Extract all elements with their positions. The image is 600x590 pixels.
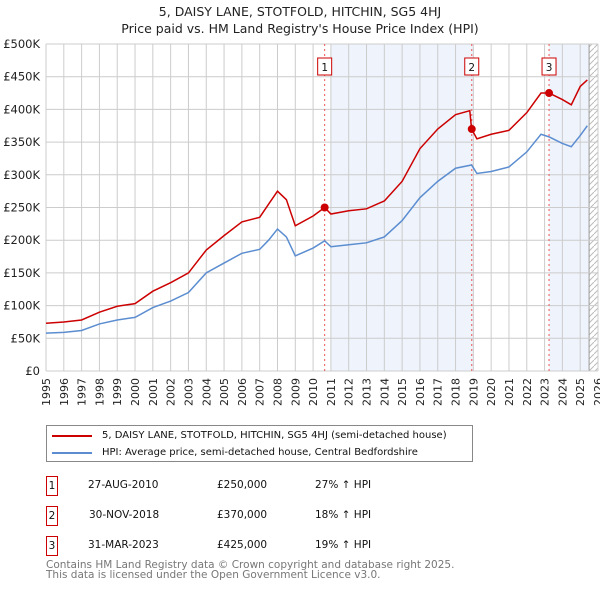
legend-swatch-property	[52, 434, 92, 437]
transaction-price: £425,000	[217, 539, 268, 551]
x-tick-label: 2003	[182, 378, 195, 406]
transaction-marker: 2	[46, 506, 58, 526]
x-tick-label: 2022	[521, 378, 534, 406]
x-tick-label: 2019	[467, 378, 480, 406]
y-tick-label: £50K	[11, 331, 41, 345]
chart-title: 5, DAISY LANE, STOTFOLD, HITCHIN, SG5 4H…	[158, 4, 442, 19]
legend: 5, DAISY LANE, STOTFOLD, HITCHIN, SG5 4H…	[46, 425, 473, 462]
legend-swatch-hpi	[52, 451, 92, 454]
x-tick-label: 2020	[485, 378, 498, 406]
chart-subtitle: Price paid vs. HM Land Registry's House …	[121, 21, 479, 36]
y-tick-label: £300K	[3, 168, 40, 182]
x-tick-label: 2011	[325, 378, 338, 406]
transaction-price: £250,000	[217, 479, 268, 491]
sale-label: 2	[468, 62, 475, 74]
x-tick-label: 1996	[58, 378, 71, 406]
footer-copyright: Contains HM Land Registry data © Crown c…	[46, 559, 455, 571]
sale-point	[320, 203, 329, 212]
sale-label-box: 2	[464, 57, 480, 76]
footer: Contains HM Land Registry data © Crown c…	[46, 559, 455, 581]
x-tick-label: 2009	[289, 378, 302, 406]
price-chart: 1995 1996 1997 1998 1999 2000 2001 2002 2003 2004…	[3, 37, 600, 406]
hpi-line	[45, 125, 588, 334]
y-tick-label: £150K	[3, 266, 40, 280]
transaction-date: 27-AUG-2010	[88, 479, 159, 491]
sale-point	[545, 89, 554, 98]
transaction-date: 31-MAR-2023	[88, 539, 159, 551]
y-tick-label: £0	[25, 364, 40, 378]
sale-label: 3	[546, 62, 553, 74]
y-tick-label: £200K	[3, 233, 40, 247]
sale-label-box: 1	[317, 57, 333, 76]
sale-label-border	[317, 57, 333, 76]
x-tick-label: 2025	[574, 378, 587, 406]
x-tick-label: 2012	[343, 378, 356, 406]
x-tick-label: 2010	[307, 378, 320, 406]
transaction-hpi: 18% ↑ HPI	[315, 509, 372, 521]
transaction-hpi: 19% ↑ HPI	[315, 539, 372, 551]
x-tick-label: 2000	[129, 378, 142, 406]
legend-label-hpi: HPI: Average price, semi-detached house,…	[102, 447, 418, 458]
x-tick-label: 2026	[592, 378, 600, 406]
x-tick-label: 1995	[40, 378, 53, 406]
y-tick-label: £500K	[3, 37, 40, 51]
y-tick-label: £450K	[3, 70, 40, 84]
transaction-date: 30-NOV-2018	[89, 509, 160, 521]
x-tick-label: 2023	[539, 378, 552, 406]
sale-label: 1	[321, 62, 328, 74]
x-tick-label: 1998	[93, 378, 106, 406]
y-tick-label: £250K	[3, 201, 40, 215]
x-tick-label: 2018	[450, 378, 463, 406]
property-price-line	[45, 79, 588, 325]
footer-licence: This data is licensed under the Open Gov…	[46, 569, 381, 581]
sale-label-border	[541, 57, 557, 76]
transaction-price: £370,000	[217, 509, 268, 521]
x-tick-label: 2024	[556, 378, 569, 406]
transaction-hpi: 27% ↑ HPI	[315, 479, 372, 491]
legend-label-property: 5, DAISY LANE, STOTFOLD, HITCHIN, SG5 4H…	[102, 430, 447, 441]
y-tick-label: £350K	[3, 135, 40, 149]
y-tick-label: £400K	[3, 102, 40, 116]
x-tick-label: 2006	[236, 378, 249, 406]
x-tick-label: 2021	[503, 378, 516, 406]
x-tick-label: 1997	[76, 378, 89, 406]
x-tick-label: 2007	[254, 378, 267, 406]
sale-label-border	[464, 57, 480, 76]
sale-point	[467, 125, 476, 134]
x-tick-label: 2001	[147, 378, 160, 406]
transaction-marker: 1	[46, 476, 58, 496]
x-tick-label: 2016	[414, 378, 427, 406]
x-tick-label: 1999	[111, 378, 124, 406]
sale-label-box: 3	[541, 57, 557, 76]
x-tick-label: 2008	[271, 378, 284, 406]
x-tick-label: 2013	[361, 378, 374, 406]
x-tick-label: 2014	[378, 378, 391, 406]
y-tick-label: £100K	[3, 299, 40, 313]
x-tick-label: 2015	[396, 378, 409, 406]
x-tick-label: 2005	[218, 378, 231, 406]
x-tick-label: 2002	[165, 378, 178, 406]
transaction-marker: 3	[46, 536, 58, 556]
x-tick-label: 2004	[200, 378, 213, 406]
x-tick-label: 2017	[432, 378, 445, 406]
